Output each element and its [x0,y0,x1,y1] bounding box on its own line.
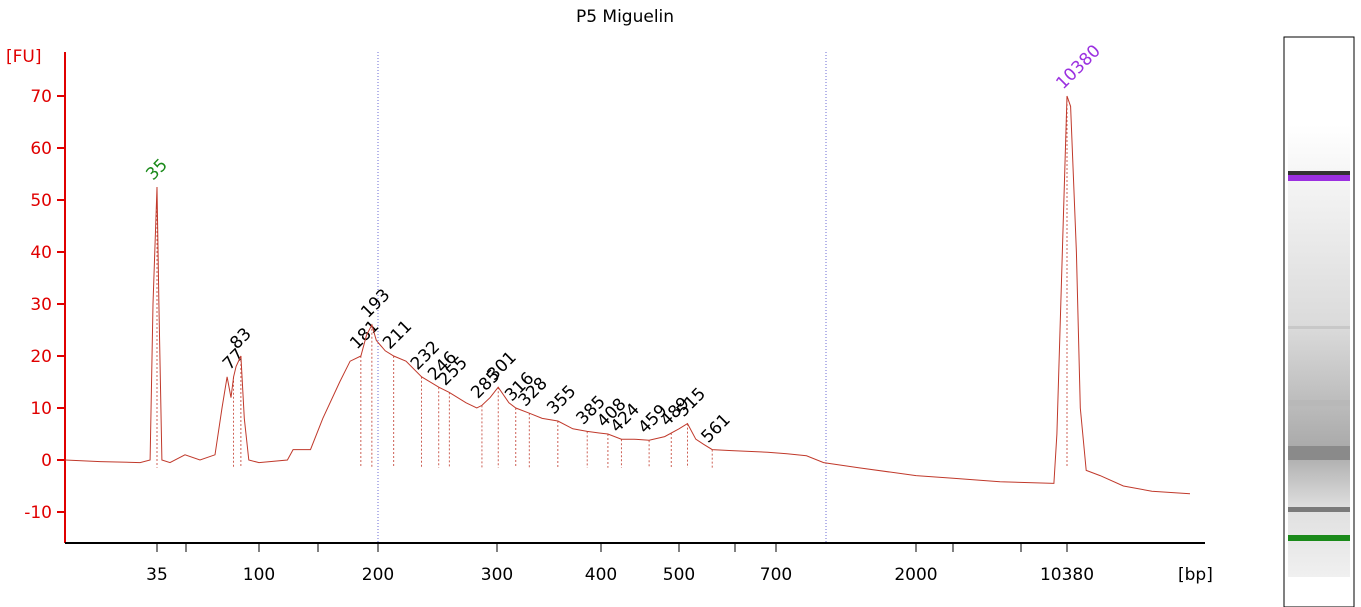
x-tick-label: 500 [663,565,695,585]
y-tick-label: 30 [30,295,52,315]
y-tick-label: 0 [41,451,52,471]
x-tick-label: 700 [760,565,792,585]
gel-band [1288,400,1350,406]
y-tick-label: 10 [30,399,52,419]
x-tick-label: 100 [243,565,275,585]
peak-label: 561 [698,410,735,447]
y-tick-label: 40 [30,243,52,263]
x-tick-label: 200 [362,565,394,585]
gel-band [1288,326,1350,329]
peak-label: 35 [142,155,171,184]
peak-label: 10380 [1052,41,1104,93]
y-axis-label: [FU] [6,47,42,67]
x-tick-label: 400 [585,565,617,585]
peak-label: 211 [379,316,416,353]
gel-band [1288,507,1350,512]
gel-lane [1283,36,1355,607]
gel-band [1288,171,1350,175]
x-tick-label: 35 [146,565,168,585]
gel-band [1288,446,1350,460]
gel-lane-bg [1288,125,1350,577]
x-tick-label: 10380 [1040,565,1094,585]
chart-title: P5 Miguelin [576,7,674,27]
y-tick-label: 20 [30,347,52,367]
y-tick-label: -10 [24,503,52,523]
y-tick-label: 70 [30,87,52,107]
peak-label: 193 [357,285,394,322]
gel-band [1288,175,1350,181]
y-tick-label: 60 [30,139,52,159]
x-axis-label: [bp] [1178,565,1213,585]
gel-band [1288,535,1350,541]
y-tick-label: 50 [30,191,52,211]
x-tick-label: 300 [481,565,513,585]
x-tick-label: 2000 [894,565,937,585]
trace [65,95,1191,495]
minor-ticks [185,543,1022,552]
